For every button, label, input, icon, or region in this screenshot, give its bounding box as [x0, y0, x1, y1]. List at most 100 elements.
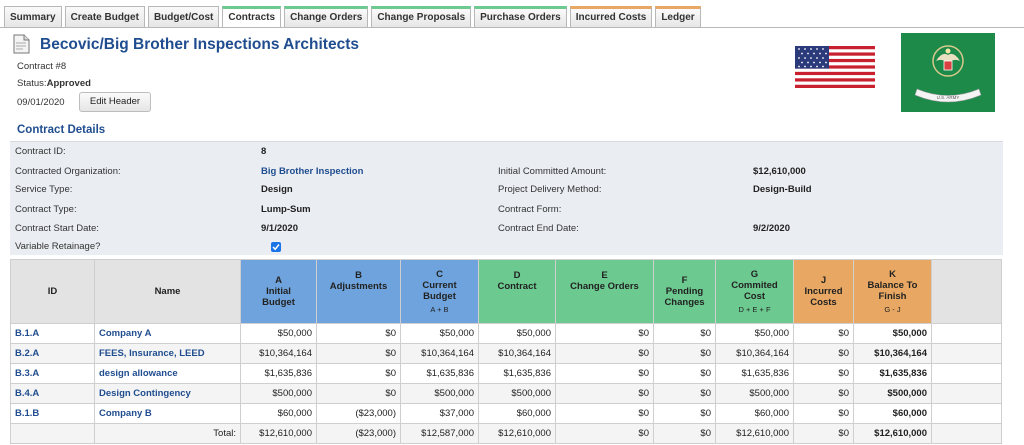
col-formula: D + E + F [738, 304, 771, 314]
col-header-current-budget[interactable]: C Current Budget A + B [400, 259, 479, 324]
tab-divider [0, 27, 1024, 28]
end-date-value: 9/2/2020 [753, 223, 790, 234]
row-name-link[interactable]: Design Contingency [94, 383, 241, 404]
cell-balance-to-finish: $1,635,836 [853, 363, 932, 384]
tab-change-orders[interactable]: Change Orders [284, 6, 369, 27]
total-change-orders: $0 [555, 423, 654, 444]
row-name-link[interactable]: FEES, Insurance, LEED [94, 343, 241, 364]
tab-ledger[interactable]: Ledger [655, 6, 701, 27]
cell-adjustments: $0 [316, 343, 401, 364]
tab-summary[interactable]: Summary [4, 6, 62, 27]
col-letter: D [513, 269, 521, 281]
cell-pending-changes: $0 [653, 343, 716, 364]
table-row: B.2.A FEES, Insurance, LEED $10,364,164 … [10, 343, 1002, 364]
contract-status: Status:Approved [17, 78, 91, 89]
checkmark-icon [272, 244, 280, 251]
total-adjustments: ($23,000) [316, 423, 401, 444]
col-letter: J [820, 275, 827, 286]
col-title: Pending Changes [664, 286, 705, 308]
cell-contract: $1,635,836 [478, 363, 556, 384]
table-row: B.1.B Company B $60,000 ($23,000) $37,00… [10, 403, 1002, 424]
row-id-link[interactable]: B.1.B [10, 403, 95, 424]
end-date-label: Contract End Date: [498, 223, 579, 234]
row-name-link[interactable]: design allowance [94, 363, 241, 384]
col-header-pending-changes[interactable]: F Pending Changes [653, 259, 716, 324]
col-header-adjustments[interactable]: B Adjustments [316, 259, 401, 324]
row-id-link[interactable]: B.3.A [10, 363, 95, 384]
cell-blank [931, 403, 1002, 424]
cell-committed-cost: $1,635,836 [715, 363, 794, 384]
cell-balance-to-finish: $60,000 [853, 403, 932, 424]
edit-header-button[interactable]: Edit Header [79, 92, 151, 112]
cell-blank [931, 343, 1002, 364]
cell-pending-changes: $0 [653, 363, 716, 384]
cell-blank [10, 423, 95, 444]
budget-table: ID Name A Initial Budget B Adjustments C… [10, 259, 1002, 444]
total-pending-changes: $0 [653, 423, 716, 444]
cell-initial-budget: $50,000 [240, 323, 317, 344]
col-header-committed-cost[interactable]: G Commited Cost D + E + F [715, 259, 794, 324]
army-flag-banner-text: U.S. ARMY [937, 95, 960, 100]
tab-incurred-costs[interactable]: Incurred Costs [569, 6, 653, 27]
row-id-link[interactable]: B.1.A [10, 323, 95, 344]
row-name-link[interactable]: Company A [94, 323, 241, 344]
contracted-org-link[interactable]: Big Brother Inspection [261, 166, 364, 177]
contract-type-label: Contract Type: [15, 204, 77, 215]
total-current-budget: $12,587,000 [400, 423, 479, 444]
col-header-id[interactable]: ID [10, 259, 95, 324]
col-title: Adjustments [329, 280, 388, 292]
cell-incurred-costs: $0 [793, 343, 854, 364]
cell-initial-budget: $10,364,164 [240, 343, 317, 364]
cell-change-orders: $0 [555, 383, 654, 404]
cell-adjustments: $0 [316, 363, 401, 384]
cell-committed-cost: $10,364,164 [715, 343, 794, 364]
total-row: Total: $12,610,000 ($23,000) $12,587,000… [10, 423, 1002, 444]
total-incurred-costs: $0 [793, 423, 854, 444]
row-name-link[interactable]: Company B [94, 403, 241, 424]
tab-create-budget[interactable]: Create Budget [64, 6, 145, 27]
cell-change-orders: $0 [555, 323, 654, 344]
col-letter: A [275, 275, 282, 286]
col-formula: A + B [430, 304, 449, 314]
cell-balance-to-finish: $500,000 [853, 383, 932, 404]
cell-balance-to-finish: $50,000 [853, 323, 932, 344]
committed-amount-label: Initial Committed Amount: [498, 166, 607, 177]
col-header-change-orders[interactable]: E Change Orders [555, 259, 654, 324]
cell-adjustments: ($23,000) [316, 403, 401, 424]
tab-purchase-orders[interactable]: Purchase Orders [474, 6, 567, 27]
row-id-link[interactable]: B.2.A [10, 343, 95, 364]
cell-contract: $10,364,164 [478, 343, 556, 364]
col-title: Balance To Finish [867, 279, 918, 302]
col-title: Initial Budget [262, 286, 295, 308]
cell-initial-budget: $500,000 [240, 383, 317, 404]
cell-current-budget: $1,635,836 [400, 363, 479, 384]
variable-retainage-checkbox[interactable] [271, 242, 281, 252]
service-type-value: Design [261, 184, 293, 195]
delivery-method-label: Project Delivery Method: [498, 184, 602, 195]
total-contract: $12,610,000 [478, 423, 556, 444]
contract-id-label: Contract ID: [15, 146, 66, 157]
col-title: Commited Cost [731, 279, 778, 302]
col-header-balance-to-finish[interactable]: K Balance To Finish G - J [853, 259, 932, 324]
cell-committed-cost: $60,000 [715, 403, 794, 424]
tab-change-proposals[interactable]: Change Proposals [371, 6, 472, 27]
col-header-incurred-costs[interactable]: J Incurred Costs [793, 259, 854, 324]
col-header-contract[interactable]: D Contract [478, 259, 556, 324]
contract-number: Contract #8 [17, 61, 67, 72]
col-header-name[interactable]: Name [94, 259, 241, 324]
committed-amount-value: $12,610,000 [753, 166, 806, 177]
col-title: Change Orders [570, 280, 639, 292]
army-flag-icon: U.S. ARMY [901, 33, 995, 112]
cell-balance-to-finish: $10,364,164 [853, 343, 932, 364]
cell-contract: $50,000 [478, 323, 556, 344]
contracted-org-label: Contracted Organization: [15, 166, 121, 177]
tab-contracts[interactable]: Contracts [222, 6, 282, 27]
variable-retainage-label: Variable Retainage? [15, 241, 101, 252]
col-header-initial-budget[interactable]: A Initial Budget [240, 259, 317, 324]
total-initial-budget: $12,610,000 [240, 423, 317, 444]
tab-budget-cost[interactable]: Budget/Cost [147, 6, 220, 27]
cell-incurred-costs: $0 [793, 383, 854, 404]
contract-id-value: 8 [261, 146, 267, 157]
total-committed-cost: $12,610,000 [715, 423, 794, 444]
row-id-link[interactable]: B.4.A [10, 383, 95, 404]
